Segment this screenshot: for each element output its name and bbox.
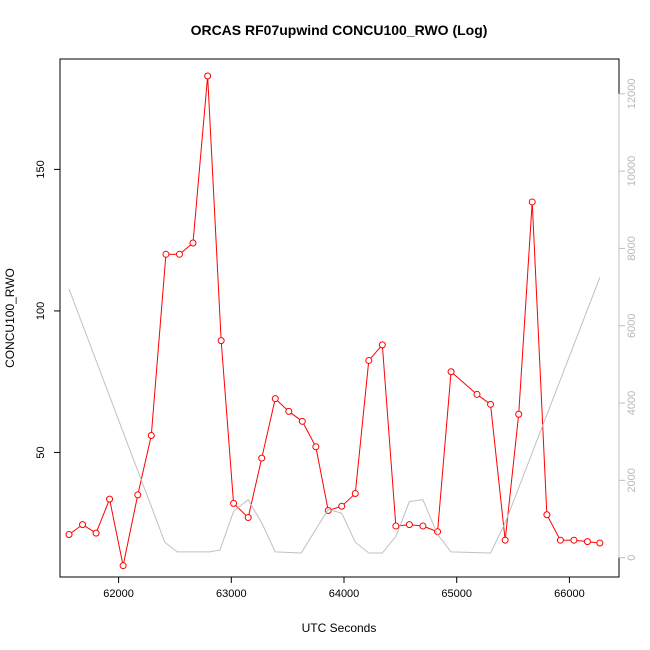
series-1-point: [298, 417, 306, 425]
series-1-point: [501, 536, 509, 544]
series-1-segment: [343, 495, 354, 505]
series-1-segment: [370, 346, 381, 359]
series-1-segment: [547, 517, 560, 538]
series-1-segment: [576, 540, 585, 542]
series-1-segment: [207, 78, 222, 338]
series-1-segment: [355, 363, 369, 491]
y-tick-label: 100: [35, 302, 47, 320]
series-1-segment: [330, 506, 340, 511]
series-1-point: [515, 410, 523, 418]
series-1-point: [570, 536, 578, 544]
x-axis: 62000 63000 64000 65000 66000: [103, 576, 585, 600]
x-axis-label: UTC Seconds: [302, 621, 377, 635]
x-tick-label: 65000: [441, 588, 472, 600]
chart-title: ORCAS RF07upwind CONCU100_RWO (Log): [191, 22, 488, 38]
series-1-segment: [181, 244, 192, 253]
series-1-segment: [531, 204, 548, 512]
x-tick-label: 62000: [103, 588, 134, 600]
series-1-point: [378, 341, 386, 349]
x-tick-label: 64000: [329, 588, 360, 600]
series-1-point: [217, 337, 225, 345]
series-1-point: [244, 514, 252, 522]
y2-tick-label: 0: [626, 555, 638, 561]
series-1-segment: [437, 374, 452, 529]
y2-tick-label: 10000: [626, 156, 638, 187]
series-1-point: [543, 511, 551, 519]
series-1: [65, 72, 604, 570]
y2-tick-label: 8000: [626, 236, 638, 260]
series-1-segment: [96, 501, 109, 531]
y-axis-label: CONCU100_RWO: [3, 268, 17, 368]
series-1-point: [162, 250, 170, 258]
series-1-segment: [84, 525, 94, 532]
series-1-point: [230, 499, 238, 507]
series-1-point: [65, 531, 73, 539]
series-1-segment: [192, 78, 208, 241]
series-1-segment: [290, 412, 301, 420]
series-1-segment: [315, 449, 329, 508]
y2-tick-label: 2000: [626, 468, 638, 492]
y-tick-label: 150: [35, 160, 47, 178]
series-1-point: [447, 368, 455, 376]
series-1-segment: [303, 423, 315, 445]
series-1-point: [338, 502, 346, 510]
series-1-segment: [277, 400, 287, 410]
series-1-segment: [490, 407, 506, 538]
series-1-point: [405, 521, 413, 529]
series-2: [68, 277, 601, 554]
series-1-segment: [235, 505, 247, 516]
series-1-point: [92, 529, 100, 537]
series-1-point: [351, 489, 359, 497]
series-1-segment: [518, 204, 533, 412]
series-1-segment: [479, 395, 489, 403]
series-1-segment: [248, 460, 262, 515]
series-1-point: [106, 495, 114, 503]
series-1-point: [312, 443, 320, 451]
series-1-point: [487, 400, 495, 408]
series-1-point: [189, 239, 197, 247]
series-1-segment: [123, 497, 138, 563]
x-tick-label: 63000: [216, 588, 247, 600]
series-1-segment: [382, 347, 397, 524]
series-1-point: [271, 395, 279, 403]
x-tick-label: 66000: [554, 588, 585, 600]
series-1-point: [79, 521, 87, 529]
y-tick-label: 50: [35, 446, 47, 458]
series-1-point: [528, 198, 536, 206]
y2-tick-label: 6000: [626, 313, 638, 337]
series-1-point: [134, 491, 142, 499]
series-1-point: [596, 539, 604, 547]
series-1-point: [147, 431, 155, 439]
series-1-segment: [71, 526, 81, 534]
series-1-segment: [261, 401, 276, 456]
series-1-segment: [151, 257, 167, 433]
y-axis-right: 0 2000 4000 6000 8000 10000 12000: [618, 78, 638, 561]
series-1-segment: [137, 438, 152, 493]
series-1-point: [365, 356, 373, 364]
series-1-point: [392, 522, 400, 530]
series-1-point: [119, 562, 127, 570]
y-axis-left: 50 100 150: [35, 160, 61, 459]
series-1-segment: [109, 501, 124, 563]
series-layer: [65, 72, 604, 570]
series-1-segment: [412, 524, 420, 527]
series-2-line: [68, 277, 601, 554]
series-1-segment: [453, 373, 476, 393]
series-1-segment: [590, 541, 597, 544]
y2-tick-label: 4000: [626, 391, 638, 415]
series-1-point: [583, 538, 591, 546]
series-1-point: [285, 407, 293, 415]
series-1-point: [204, 72, 212, 80]
series-1-point: [473, 390, 481, 398]
series-1-point: [419, 522, 427, 530]
series-1-segment: [425, 526, 435, 532]
series-1-point: [258, 454, 266, 462]
series-1-segment: [220, 343, 234, 501]
series-1-point: [556, 536, 564, 544]
y2-tick-label: 12000: [626, 78, 638, 109]
series-1-point: [175, 250, 183, 258]
